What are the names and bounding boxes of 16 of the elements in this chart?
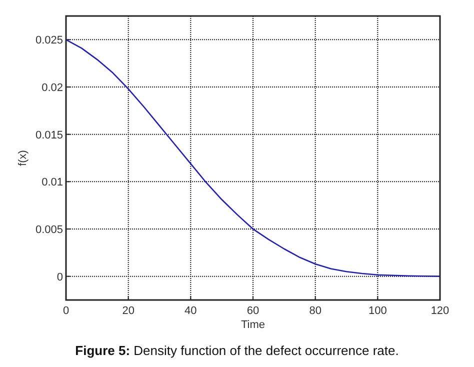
x-tick-label: 80 (309, 305, 322, 317)
x-tick-label: 20 (122, 305, 134, 317)
x-tick-label: 40 (184, 305, 197, 317)
y-tick-label: 0.015 (35, 129, 63, 142)
text: Figure 5: Density function of the defect occurrence rate. (75, 343, 399, 358)
x-axis-title: Time (240, 319, 266, 331)
y-tick-label: 0.005 (35, 224, 63, 236)
y-tick-label: 0.02 (42, 82, 63, 94)
x-tick-label: 100 (368, 305, 387, 317)
y-tick-label: 0 (56, 271, 63, 284)
x-tick-label: 120 (430, 305, 450, 317)
y-tick-label: 0.025 (35, 34, 63, 47)
x-tick-label: 60 (246, 305, 260, 317)
y-tick-label: 0.01 (42, 176, 63, 189)
y-axis-title: f(x) (17, 150, 29, 166)
line-series (65, 39, 441, 277)
